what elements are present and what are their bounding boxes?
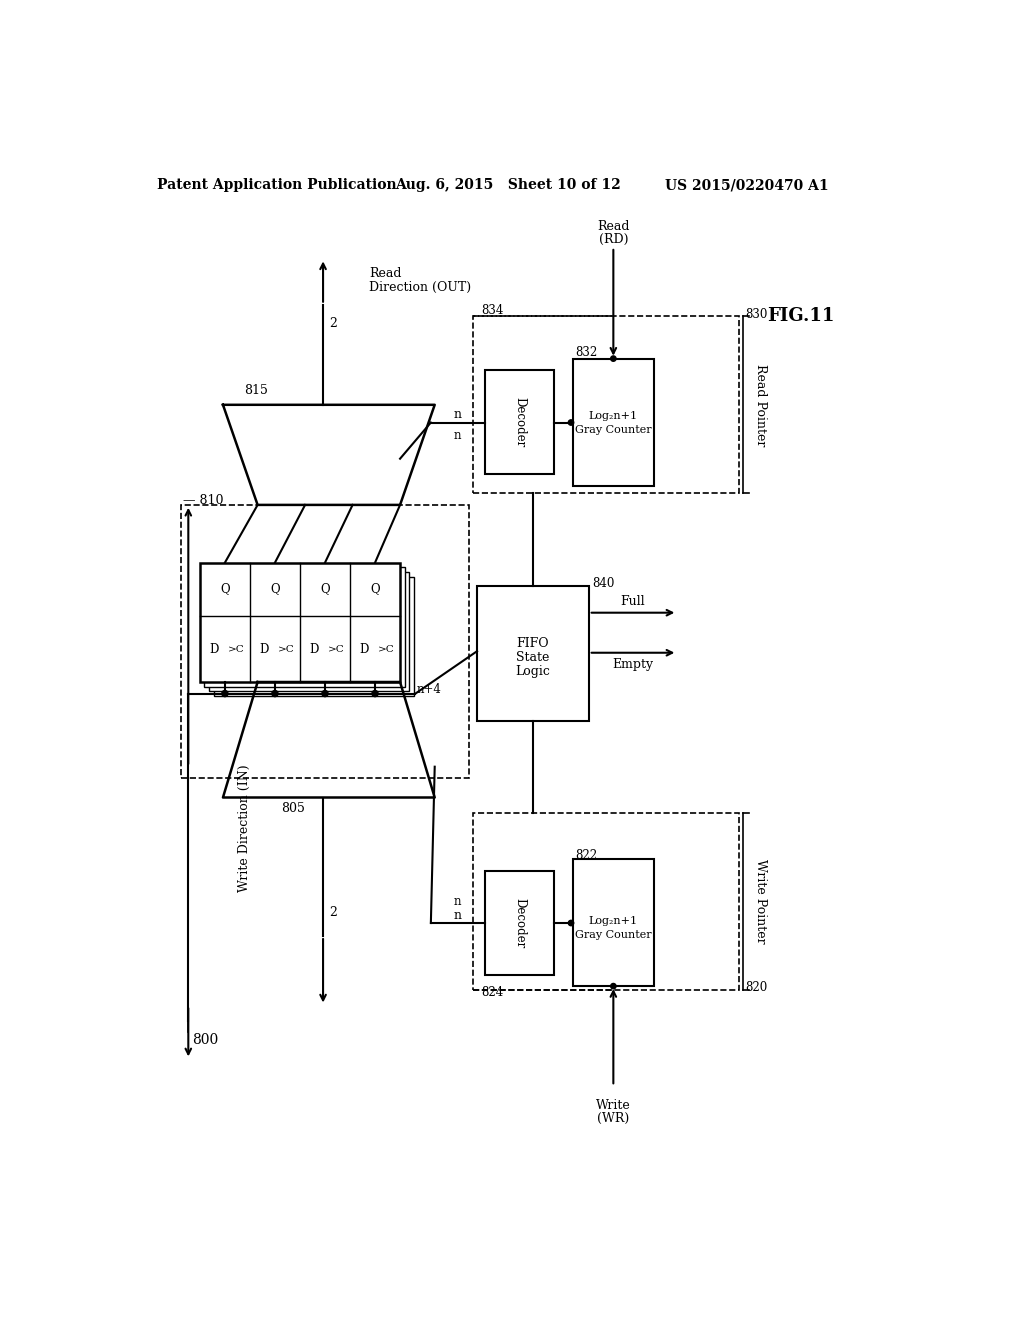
Text: Gray Counter: Gray Counter [575, 425, 651, 436]
Bar [473, 317, 739, 494]
Circle shape [610, 356, 616, 362]
Text: n: n [454, 408, 462, 421]
Text: FIFO: FIFO [516, 638, 549, 649]
Bar [477, 586, 589, 721]
Text: 2: 2 [330, 317, 337, 330]
Text: 800: 800 [193, 1034, 218, 1047]
Text: Log₂n+1: Log₂n+1 [589, 916, 638, 925]
Text: 820: 820 [745, 981, 767, 994]
Text: Read Pointer: Read Pointer [755, 363, 767, 446]
Bar [573, 859, 654, 986]
Text: Log₂n+1: Log₂n+1 [589, 412, 638, 421]
Text: >C: >C [328, 645, 344, 655]
Text: >C: >C [227, 645, 245, 655]
Text: 815: 815 [245, 384, 268, 397]
Text: — 810: — 810 [183, 494, 223, 507]
Bar [180, 506, 469, 779]
Text: n: n [454, 895, 462, 908]
Circle shape [372, 690, 378, 697]
Text: Q: Q [321, 582, 330, 595]
Text: Decoder: Decoder [513, 898, 526, 948]
Text: >C: >C [378, 645, 394, 655]
Bar [473, 813, 739, 990]
Bar [200, 562, 400, 682]
Text: 834: 834 [481, 305, 503, 317]
Text: Logic: Logic [515, 665, 550, 677]
Bar [484, 370, 554, 474]
Bar [214, 577, 414, 696]
Circle shape [568, 920, 573, 925]
Circle shape [271, 690, 278, 697]
Circle shape [222, 690, 228, 697]
Text: State: State [516, 651, 549, 664]
Text: Q: Q [220, 582, 229, 595]
Text: 824: 824 [481, 986, 503, 999]
Bar [205, 568, 404, 686]
Text: Write Direction (IN): Write Direction (IN) [238, 764, 251, 892]
Text: Q: Q [371, 582, 380, 595]
Circle shape [322, 690, 328, 697]
Text: Read: Read [597, 219, 630, 232]
Text: Full: Full [621, 594, 645, 607]
Text: 840: 840 [593, 577, 615, 590]
Text: Patent Application Publication: Patent Application Publication [157, 178, 396, 193]
Text: Q: Q [270, 582, 280, 595]
Text: Decoder: Decoder [513, 397, 526, 447]
Text: Write: Write [596, 1100, 631, 1111]
Text: 805: 805 [281, 801, 304, 814]
Text: Direction (OUT): Direction (OUT) [370, 281, 471, 294]
Circle shape [568, 420, 573, 425]
Text: n+4: n+4 [417, 684, 442, 696]
Text: >C: >C [278, 645, 294, 655]
Text: 2: 2 [330, 907, 337, 920]
Text: D: D [309, 643, 318, 656]
Text: US 2015/0220470 A1: US 2015/0220470 A1 [665, 178, 828, 193]
Text: (WR): (WR) [597, 1111, 630, 1125]
Text: n: n [454, 429, 462, 442]
Text: Gray Counter: Gray Counter [575, 929, 651, 940]
Bar [484, 871, 554, 974]
Text: Write Pointer: Write Pointer [755, 859, 767, 944]
Text: Aug. 6, 2015   Sheet 10 of 12: Aug. 6, 2015 Sheet 10 of 12 [395, 178, 621, 193]
Text: 822: 822 [575, 849, 598, 862]
Text: n: n [454, 908, 462, 921]
Circle shape [610, 983, 616, 989]
Text: Read: Read [370, 268, 401, 280]
Text: Empty: Empty [612, 657, 653, 671]
Text: D: D [209, 643, 218, 656]
Text: 830: 830 [745, 308, 767, 321]
Text: D: D [359, 643, 369, 656]
Bar [209, 572, 410, 692]
Text: FIG.11: FIG.11 [767, 308, 835, 325]
Text: (RD): (RD) [599, 232, 628, 246]
Text: 832: 832 [575, 346, 598, 359]
Bar [573, 359, 654, 486]
Text: D: D [259, 643, 268, 656]
